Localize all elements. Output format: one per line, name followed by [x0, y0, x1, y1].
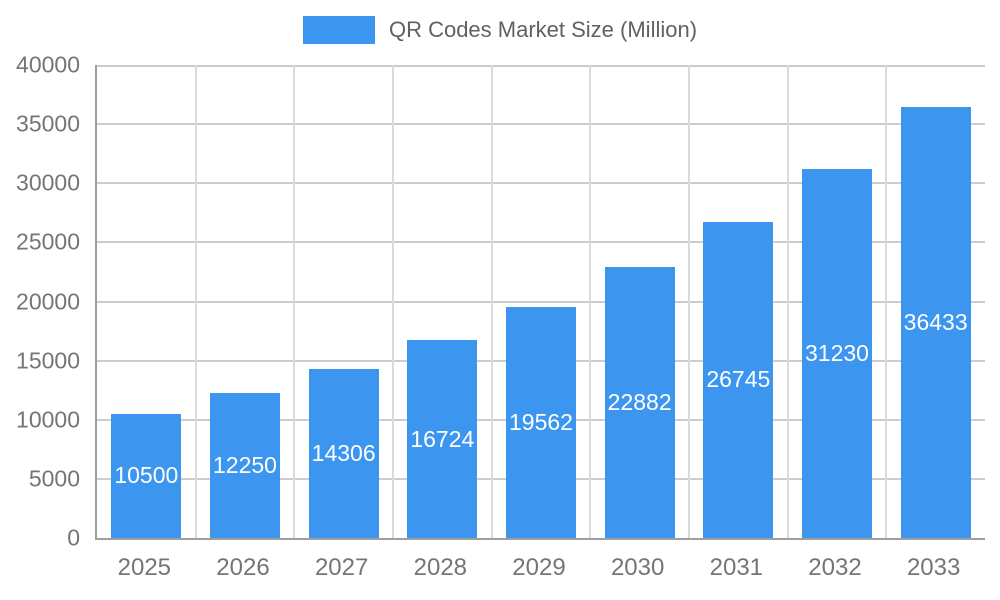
y-tick-label: 35000: [16, 110, 80, 137]
gridline-v: [688, 65, 690, 538]
gridline-v: [589, 65, 592, 538]
bar-2027[interactable]: 14306: [308, 368, 379, 538]
bar-2025[interactable]: 10500: [111, 413, 182, 538]
y-tick-label: 15000: [16, 347, 80, 374]
bar-2029[interactable]: 19562: [506, 306, 576, 538]
bar-value-label: 31230: [805, 339, 869, 366]
y-tick-label: 25000: [16, 228, 80, 255]
x-tick-label: 2028: [413, 554, 468, 581]
gridline-v: [194, 65, 197, 538]
gridline-v: [786, 65, 789, 538]
legend-swatch: [302, 16, 375, 44]
x-tick-label: 2031: [709, 554, 764, 581]
bar-value-label: 12250: [213, 452, 277, 479]
bar-value-label: 16724: [410, 425, 475, 452]
y-tick-label: 10000: [16, 406, 80, 433]
gridline-v: [885, 65, 888, 538]
gridline-v: [392, 65, 394, 538]
gridline-v: [293, 65, 296, 538]
legend: QR Codes Market Size (Million): [0, 16, 1000, 44]
gridline-h: [97, 241, 985, 244]
gridline-h: [97, 65, 985, 67]
bar-value-label: 10500: [114, 462, 179, 489]
bar-2031[interactable]: 26745: [703, 221, 774, 538]
gridline-h: [97, 123, 985, 126]
x-tick-label: 2033: [906, 554, 961, 581]
x-tick-label: 2029: [512, 554, 566, 581]
bar-2032[interactable]: 31230: [802, 168, 872, 538]
y-tick-label: 5000: [28, 465, 80, 492]
bar-2026[interactable]: 12250: [210, 393, 280, 538]
gridline-v: [490, 65, 493, 538]
x-tick-label: 2026: [216, 554, 270, 581]
y-tick-label: 40000: [16, 51, 80, 78]
bar-2033[interactable]: 36433: [900, 107, 971, 538]
y-tick-label: 30000: [16, 169, 80, 196]
bar-value-label: 22882: [607, 389, 672, 416]
plot-area: 10500 12250 14306 16724 19562 22882 26745 31230…: [95, 65, 985, 540]
bar-value-label: 26745: [706, 366, 771, 393]
gridline-h: [97, 182, 985, 185]
gridline-h: [97, 300, 985, 303]
bar-value-label: 14306: [311, 439, 376, 466]
bar-2028[interactable]: 16724: [407, 340, 478, 538]
y-axis-labels: 0 5000 10000 15000 20000 25000 30000 35000 40000: [0, 53, 80, 549]
x-tick-label: 2030: [610, 554, 665, 581]
y-tick-label: 0: [67, 524, 80, 551]
x-axis-labels: 2025 2026 2027 2028 2029 2030 2031 2032 2033: [95, 554, 985, 590]
y-tick-label: 20000: [16, 288, 80, 314]
bar-value-label: 19562: [509, 408, 573, 435]
bar-2030[interactable]: 22882: [604, 267, 675, 538]
x-tick-label: 2025: [117, 554, 172, 581]
x-tick-label: 2032: [808, 554, 862, 581]
legend-label: QR Codes Market Size (Million): [388, 17, 698, 42]
bar-value-label: 36433: [903, 309, 968, 336]
x-tick-label: 2027: [314, 554, 369, 581]
